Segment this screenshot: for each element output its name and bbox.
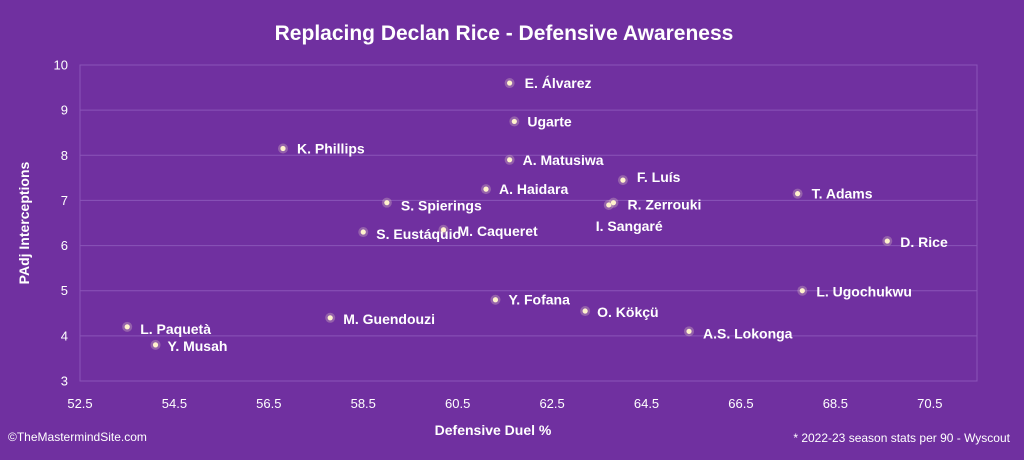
y-axis-title: PAdj Interceptions: [16, 161, 32, 284]
data-label: A. Haidara: [499, 181, 568, 197]
data-label: R. Zerrouki: [627, 197, 701, 213]
data-label: K. Phillips: [297, 141, 365, 157]
data-label: T. Adams: [812, 186, 873, 202]
data-label: L. Paquetà: [140, 321, 211, 337]
data-point: [492, 297, 499, 303]
plot-area: [79, 64, 978, 382]
data-point: [620, 177, 626, 183]
y-tick-label: 10: [54, 58, 68, 73]
data-point: [606, 202, 612, 208]
x-tick-label: 58.5: [351, 396, 376, 411]
data-point: [360, 229, 366, 235]
data-point: [799, 288, 805, 294]
data-label: I. Sangaré: [596, 218, 663, 234]
x-axis-title: Defensive Duel %: [435, 422, 552, 438]
data-point: [483, 186, 489, 192]
data-label: O. Kökçü: [597, 304, 658, 320]
grid-lines: [80, 64, 977, 382]
x-tick-label: 60.5: [445, 396, 470, 411]
data-points: [122, 78, 893, 350]
x-tick-label: 68.5: [823, 396, 848, 411]
data-point: [686, 328, 692, 334]
data-point: [124, 324, 130, 330]
data-point: [384, 200, 390, 206]
y-tick-label: 3: [61, 374, 68, 389]
x-tick-label: 62.5: [539, 396, 564, 411]
data-point: [440, 227, 447, 233]
data-point: [884, 238, 890, 244]
data-label: F. Luís: [637, 169, 681, 185]
y-tick-label: 8: [61, 148, 68, 163]
data-point: [582, 308, 588, 314]
x-tick-label: 54.5: [162, 396, 187, 411]
y-axis-ticks: 3 4 5 6 7 8 9 10: [54, 58, 68, 389]
data-label: Ugarte: [527, 113, 572, 129]
y-tick-label: 6: [61, 238, 68, 253]
x-tick-label: 64.5: [634, 396, 659, 411]
y-tick-label: 9: [61, 103, 68, 118]
x-tick-label: 52.5: [67, 396, 92, 411]
data-point: [152, 342, 159, 348]
data-label: E. Álvarez: [525, 75, 592, 91]
data-label: A.S. Lokonga: [703, 325, 793, 341]
y-tick-label: 7: [61, 193, 68, 208]
data-label: A. Matusiwa: [523, 152, 604, 168]
data-point: [795, 191, 801, 197]
data-point: [507, 80, 513, 86]
x-tick-label: 66.5: [728, 396, 753, 411]
y-tick-label: 4: [61, 328, 68, 343]
chart-title: Replacing Declan Rice - Defensive Awaren…: [275, 22, 734, 45]
data-label: M. Caqueret: [458, 223, 538, 239]
x-axis-ticks: 52.5 54.5 56.5 58.5 60.5 62.5 64.5 66.5 68.5 70.5: [67, 396, 942, 411]
y-tick-label: 5: [61, 283, 68, 298]
x-tick-label: 70.5: [917, 396, 942, 411]
data-label: M. Guendouzi: [343, 311, 435, 327]
data-labels: E. Álvarez Ugarte K. Phillips A. Matusiwa F.…: [140, 75, 948, 354]
data-point: [511, 118, 517, 125]
data-label: S. Spierings: [401, 198, 482, 214]
data-point: [610, 200, 617, 206]
data-label: Y. Fofana: [508, 292, 570, 308]
data-label: Y. Musah: [168, 338, 228, 354]
data-label: S. Eustáquio: [376, 226, 461, 242]
data-point: [280, 145, 286, 152]
source-note: * 2022-23 season stats per 90 - Wyscout: [793, 431, 1010, 445]
data-label: L. Ugochukwu: [816, 284, 912, 300]
data-point: [507, 157, 513, 163]
x-tick-label: 56.5: [256, 396, 281, 411]
data-point: [327, 315, 333, 321]
site-credit: ©TheMastermindSite.com: [8, 430, 147, 444]
data-label: D. Rice: [900, 234, 948, 250]
